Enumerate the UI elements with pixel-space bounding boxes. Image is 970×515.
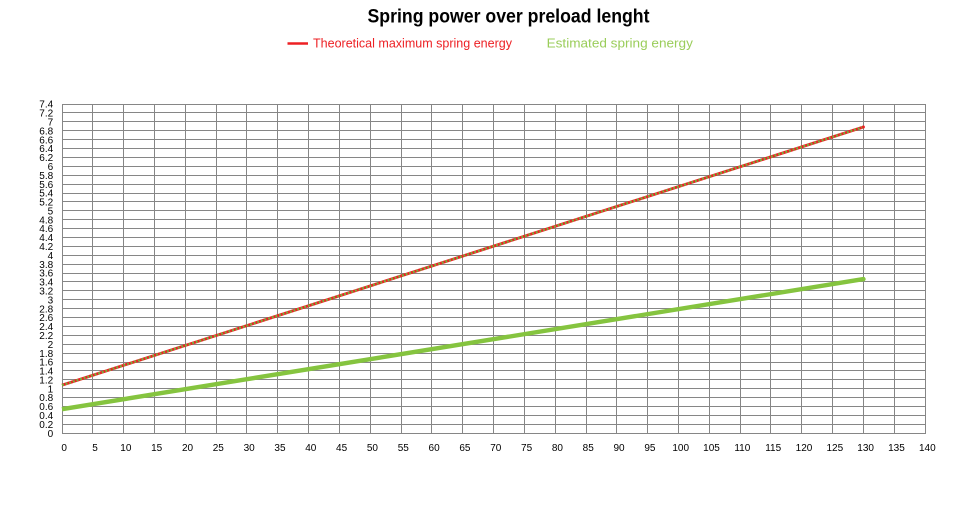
svg-text:1: 1 <box>48 384 54 395</box>
svg-text:7: 7 <box>48 117 54 128</box>
svg-text:20: 20 <box>182 443 194 454</box>
svg-text:5.6: 5.6 <box>39 180 53 191</box>
svg-text:115: 115 <box>765 443 781 454</box>
svg-text:70: 70 <box>490 443 502 454</box>
svg-text:Theoretical maximum spring ene: Theoretical maximum spring energy <box>313 37 513 51</box>
svg-text:120: 120 <box>796 443 813 454</box>
svg-text:0.4: 0.4 <box>39 411 53 422</box>
svg-text:40: 40 <box>305 443 317 454</box>
svg-text:4.8: 4.8 <box>39 215 53 226</box>
svg-text:2.8: 2.8 <box>39 304 53 315</box>
svg-text:6.6: 6.6 <box>39 135 53 146</box>
svg-text:1.2: 1.2 <box>39 375 53 386</box>
svg-text:110: 110 <box>734 443 750 454</box>
svg-text:1.6: 1.6 <box>39 358 53 369</box>
svg-text:30: 30 <box>244 443 256 454</box>
svg-text:0.8: 0.8 <box>39 393 53 404</box>
svg-text:Spring power over preload leng: Spring power over preload lenght <box>368 6 650 28</box>
svg-text:0.2: 0.2 <box>39 420 53 431</box>
svg-text:10: 10 <box>120 443 132 454</box>
svg-text:6.8: 6.8 <box>39 126 53 137</box>
svg-text:60: 60 <box>429 443 441 454</box>
svg-text:135: 135 <box>888 443 905 454</box>
svg-text:90: 90 <box>613 443 625 454</box>
svg-text:6.2: 6.2 <box>39 153 53 164</box>
svg-text:95: 95 <box>644 443 656 454</box>
svg-text:0: 0 <box>61 443 67 454</box>
svg-text:6: 6 <box>48 162 54 173</box>
svg-text:2.2: 2.2 <box>39 331 53 342</box>
svg-text:45: 45 <box>336 443 348 454</box>
svg-text:125: 125 <box>826 443 843 454</box>
svg-text:5.8: 5.8 <box>39 171 53 182</box>
svg-text:5: 5 <box>48 206 54 217</box>
svg-text:105: 105 <box>703 443 720 454</box>
svg-text:4.6: 4.6 <box>39 224 53 235</box>
svg-text:3.6: 3.6 <box>39 269 53 280</box>
svg-text:80: 80 <box>552 443 564 454</box>
svg-text:75: 75 <box>521 443 533 454</box>
svg-text:0: 0 <box>48 429 54 440</box>
svg-text:3: 3 <box>48 295 54 306</box>
svg-text:35: 35 <box>274 443 286 454</box>
svg-text:5.2: 5.2 <box>39 198 53 209</box>
svg-text:6.4: 6.4 <box>39 144 53 155</box>
svg-text:140: 140 <box>919 443 936 454</box>
svg-text:2.4: 2.4 <box>39 322 53 333</box>
svg-text:4.2: 4.2 <box>39 242 53 253</box>
svg-text:4.4: 4.4 <box>39 233 53 244</box>
svg-text:2: 2 <box>48 340 54 351</box>
svg-text:3.8: 3.8 <box>39 260 53 271</box>
svg-text:3.4: 3.4 <box>39 278 53 289</box>
svg-text:7.2: 7.2 <box>39 109 53 120</box>
svg-text:5: 5 <box>92 443 98 454</box>
svg-text:50: 50 <box>367 443 379 454</box>
svg-text:5.4: 5.4 <box>39 189 53 200</box>
svg-text:7.4: 7.4 <box>39 100 53 111</box>
svg-text:4: 4 <box>48 251 54 262</box>
svg-text:85: 85 <box>583 443 595 454</box>
svg-text:25: 25 <box>213 443 225 454</box>
svg-text:100: 100 <box>672 443 689 454</box>
svg-text:1.8: 1.8 <box>39 349 53 360</box>
svg-text:2.6: 2.6 <box>39 313 53 324</box>
svg-text:Estimated spring energy: Estimated spring energy <box>547 37 694 51</box>
svg-text:55: 55 <box>398 443 410 454</box>
svg-text:15: 15 <box>151 443 163 454</box>
svg-text:1.4: 1.4 <box>39 367 53 378</box>
svg-text:3.2: 3.2 <box>39 286 53 297</box>
svg-text:130: 130 <box>857 443 874 454</box>
svg-text:65: 65 <box>459 443 471 454</box>
svg-text:0.6: 0.6 <box>39 402 53 413</box>
